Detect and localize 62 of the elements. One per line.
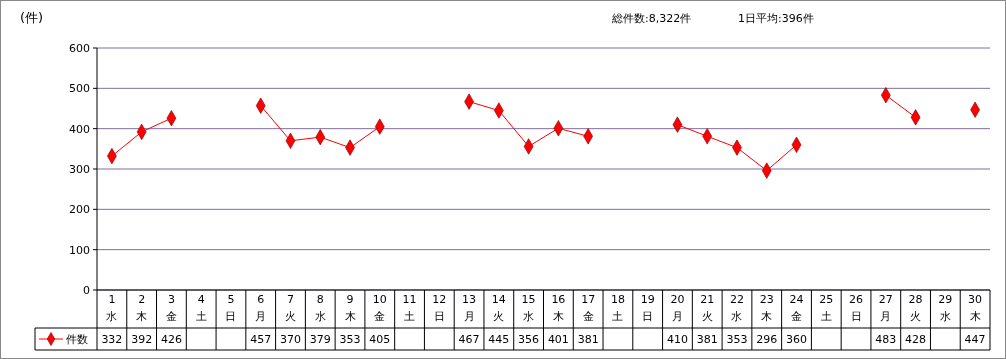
- data-label: 353: [726, 332, 748, 346]
- data-label: 356: [518, 332, 540, 346]
- data-label: 392: [131, 332, 153, 346]
- data-label: 332: [101, 332, 123, 346]
- x-tick-label: 15 水: [521, 293, 536, 323]
- data-label: 370: [279, 332, 301, 346]
- x-tick-label: 29 水: [938, 293, 953, 323]
- data-label: 379: [309, 332, 331, 346]
- x-tick-label: 18 土: [610, 293, 625, 323]
- text: 総件数:8,322件: [611, 12, 692, 25]
- x-tick-label: 27 月: [878, 293, 893, 323]
- y-tick-label: 0: [83, 283, 90, 297]
- y-tick-label: 400: [69, 122, 90, 136]
- data-label: 381: [577, 332, 599, 346]
- data-label: 381: [696, 332, 718, 346]
- data-label: 445: [488, 332, 510, 346]
- x-tick-label: 25 土: [819, 293, 834, 323]
- data-label: 428: [905, 332, 927, 346]
- x-tick-label: 11 土: [402, 293, 417, 323]
- y-tick-label: 600: [69, 41, 90, 55]
- data-label: 426: [160, 332, 182, 346]
- x-tick-label: 13 月: [462, 293, 477, 323]
- x-tick-label: 2 木: [136, 293, 148, 323]
- x-tick-label: 26 日: [849, 293, 864, 323]
- data-label: 405: [369, 332, 391, 346]
- x-tick-label: 4 土: [195, 293, 207, 323]
- y-tick-label: 300: [69, 162, 90, 176]
- x-tick-label: 21 火: [700, 293, 715, 323]
- data-label: 353: [339, 332, 361, 346]
- x-tick-label: 1 水: [106, 293, 118, 323]
- x-tick-label: 19 日: [640, 293, 655, 323]
- x-tick-label: 8 水: [314, 293, 326, 323]
- x-tick-label: 7 火: [284, 293, 296, 323]
- x-tick-label: 6 月: [255, 293, 267, 323]
- x-tick-label: 23 木: [759, 293, 774, 323]
- x-tick-label: 16 木: [551, 293, 566, 323]
- y-tick-label: 500: [69, 82, 90, 96]
- y-tick-label: 100: [69, 243, 90, 257]
- x-tick-label: 10 金: [372, 293, 387, 323]
- x-tick-label: 30 木: [968, 293, 983, 323]
- data-label: 410: [666, 332, 688, 346]
- x-tick-label: 12 日: [432, 293, 447, 323]
- data-label: 457: [250, 332, 272, 346]
- x-tick-label: 22 水: [729, 293, 744, 323]
- data-label: 447: [964, 332, 986, 346]
- y-axis-title: (件): [20, 10, 44, 25]
- x-tick-label: 9 木: [344, 293, 356, 323]
- x-tick-label: 3 金: [165, 293, 177, 323]
- x-tick-label: 14 火: [491, 293, 506, 323]
- data-label: 483: [875, 332, 897, 346]
- x-tick-label: 28 火: [908, 293, 923, 323]
- data-label: 467: [458, 332, 480, 346]
- x-tick-label: 17 金: [581, 293, 596, 323]
- x-tick-label: 20 月: [670, 293, 685, 323]
- data-label: 296: [756, 332, 778, 346]
- y-tick-label: 200: [69, 203, 90, 217]
- x-tick-label: 5 日: [225, 293, 237, 323]
- x-tick-label: 24 金: [789, 293, 804, 323]
- data-label: 401: [547, 332, 569, 346]
- text: 1日平均:396件: [738, 12, 814, 25]
- data-label: 360: [786, 332, 808, 346]
- legend-label: 件数: [66, 332, 88, 346]
